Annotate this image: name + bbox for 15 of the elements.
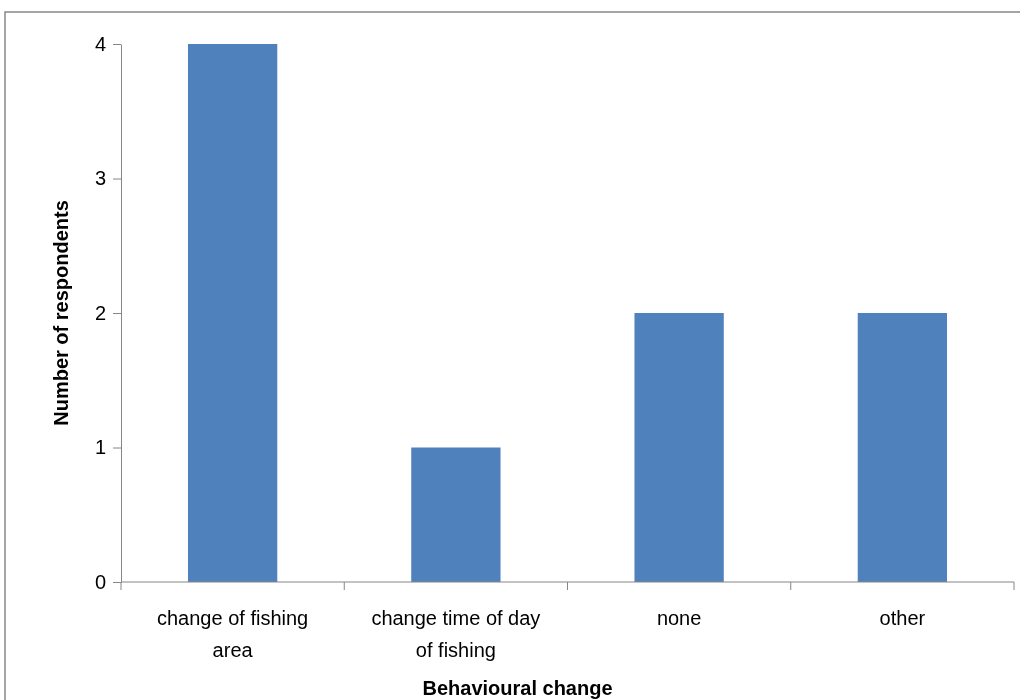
y-axis-title: Number of respondents	[50, 200, 72, 426]
y-tick-label: 1	[94, 436, 106, 459]
x-tick-label: none	[656, 607, 702, 629]
bar	[411, 447, 501, 582]
bar	[857, 313, 948, 582]
x-tick-label: other	[879, 607, 926, 629]
y-tick-label: 4	[94, 32, 106, 55]
x-tick-label: change of fishing area	[157, 607, 309, 661]
x-tick-label: change time of day of fishing	[371, 607, 541, 661]
y-tick-label: 3	[94, 167, 106, 190]
y-tick-label: 0	[94, 570, 106, 593]
bar	[187, 44, 278, 582]
x-axis-title: Behavioural change	[422, 677, 613, 699]
bar	[634, 313, 724, 582]
y-tick-label: 2	[94, 301, 106, 324]
